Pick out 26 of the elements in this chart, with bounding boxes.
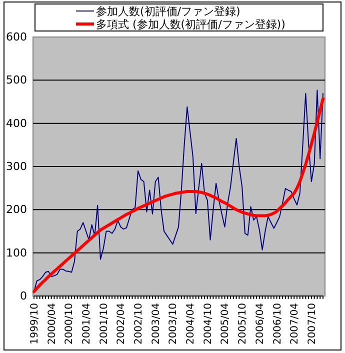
y-tick-label: 200 [6,203,27,216]
x-tick-label: 2002/04 [116,303,128,345]
x-tick-label: 2003/04 [150,303,162,345]
x-tick-label: 2004/04 [186,303,197,345]
y-tick-label: 0 [20,290,27,303]
x-tick-label: 2007/04 [290,303,301,345]
x-tick-label: 2001/04 [82,303,93,345]
legend-label: 参加人数(初評価/ファン登録) [96,5,240,18]
y-tick-label: 100 [6,246,27,260]
x-tick-label: 2005/04 [220,303,232,345]
y-tick-label: 300 [6,160,27,174]
x-tick-label: 2004/10 [202,303,214,345]
x-tick-label: 2002/10 [134,303,145,345]
x-tick-label: 1999/10 [30,303,40,345]
x-tick-label: 2000/04 [46,303,58,345]
x-tick-label: 2006/04 [254,303,266,345]
x-tick-label: 2000/10 [64,303,76,345]
y-tick-label: 500 [6,74,27,87]
x-tick-label: 2001/10 [98,303,110,345]
x-tick-label: 2006/10 [272,303,284,345]
y-tick-label: 600 [6,30,27,44]
x-tick-label: 2007/10 [306,303,318,345]
legend-label: 多項式 (参加人数(初評価/ファン登録)) [96,18,286,31]
y-tick-label: 400 [6,116,27,130]
x-tick-label: 2003/10 [168,303,180,345]
x-tick-label: 2005/10 [238,303,249,345]
